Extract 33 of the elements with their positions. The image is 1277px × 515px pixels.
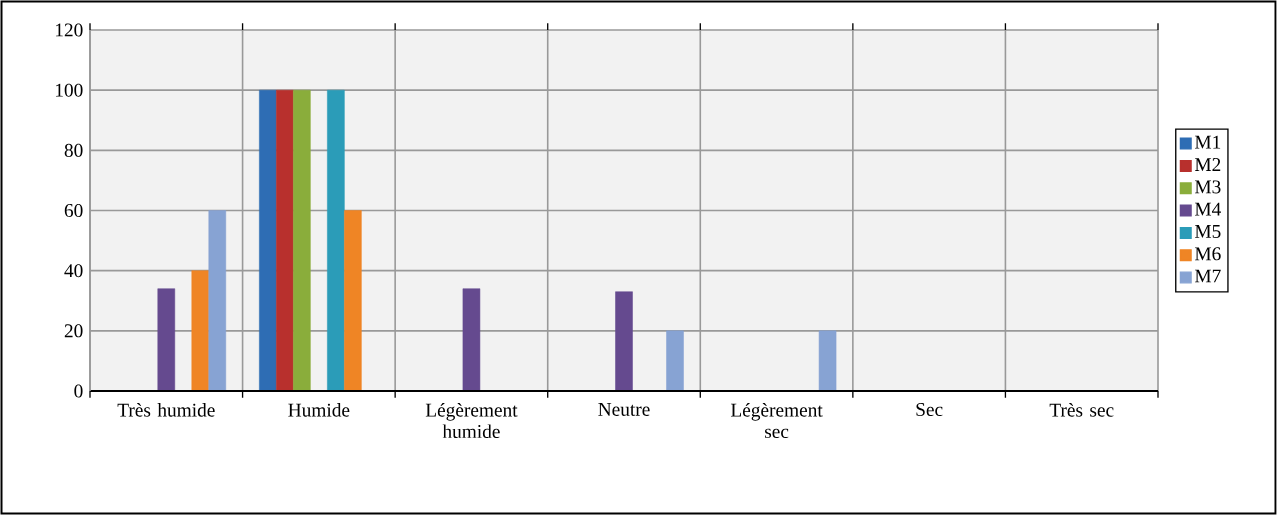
- legend-label: M1: [1194, 135, 1221, 149]
- bar: [818, 330, 837, 392]
- x-tick-label: Neutre: [598, 403, 650, 416]
- legend-label: M4: [1194, 202, 1221, 216]
- y-tick-label: 40: [64, 264, 83, 278]
- legend-label: M2: [1194, 158, 1221, 171]
- y-tick-label: 20: [64, 324, 83, 338]
- bar: [327, 89, 345, 392]
- x-tick-label: Très sec: [1049, 403, 1114, 417]
- x-tick-label: Très humide: [117, 403, 215, 417]
- legend-label: M7: [1194, 269, 1221, 283]
- x-tick-label: Légèrement sec: [730, 403, 823, 439]
- bar: [276, 89, 294, 392]
- legend-label: M5: [1194, 225, 1221, 238]
- y-tick-label: 100: [55, 83, 83, 97]
- bar: [462, 288, 481, 392]
- bar: [293, 89, 311, 392]
- y-tick-label: 120: [55, 23, 83, 37]
- y-tick-label: 0: [74, 384, 83, 398]
- bar: [344, 210, 362, 392]
- y-tick-label: 60: [64, 203, 83, 218]
- x-tick-label: Humide: [288, 403, 350, 417]
- bar: [191, 270, 210, 392]
- bar: [666, 330, 684, 392]
- legend-label: M3: [1194, 180, 1221, 194]
- y-tick-label: 80: [64, 143, 83, 157]
- bar: [208, 210, 227, 392]
- bar: [157, 288, 176, 392]
- bar: [259, 89, 277, 392]
- x-tick-label: Légèrement humide: [425, 403, 518, 439]
- bar: [615, 291, 633, 392]
- legend-label: M6: [1194, 247, 1221, 261]
- x-tick-label: Sec: [916, 403, 943, 417]
